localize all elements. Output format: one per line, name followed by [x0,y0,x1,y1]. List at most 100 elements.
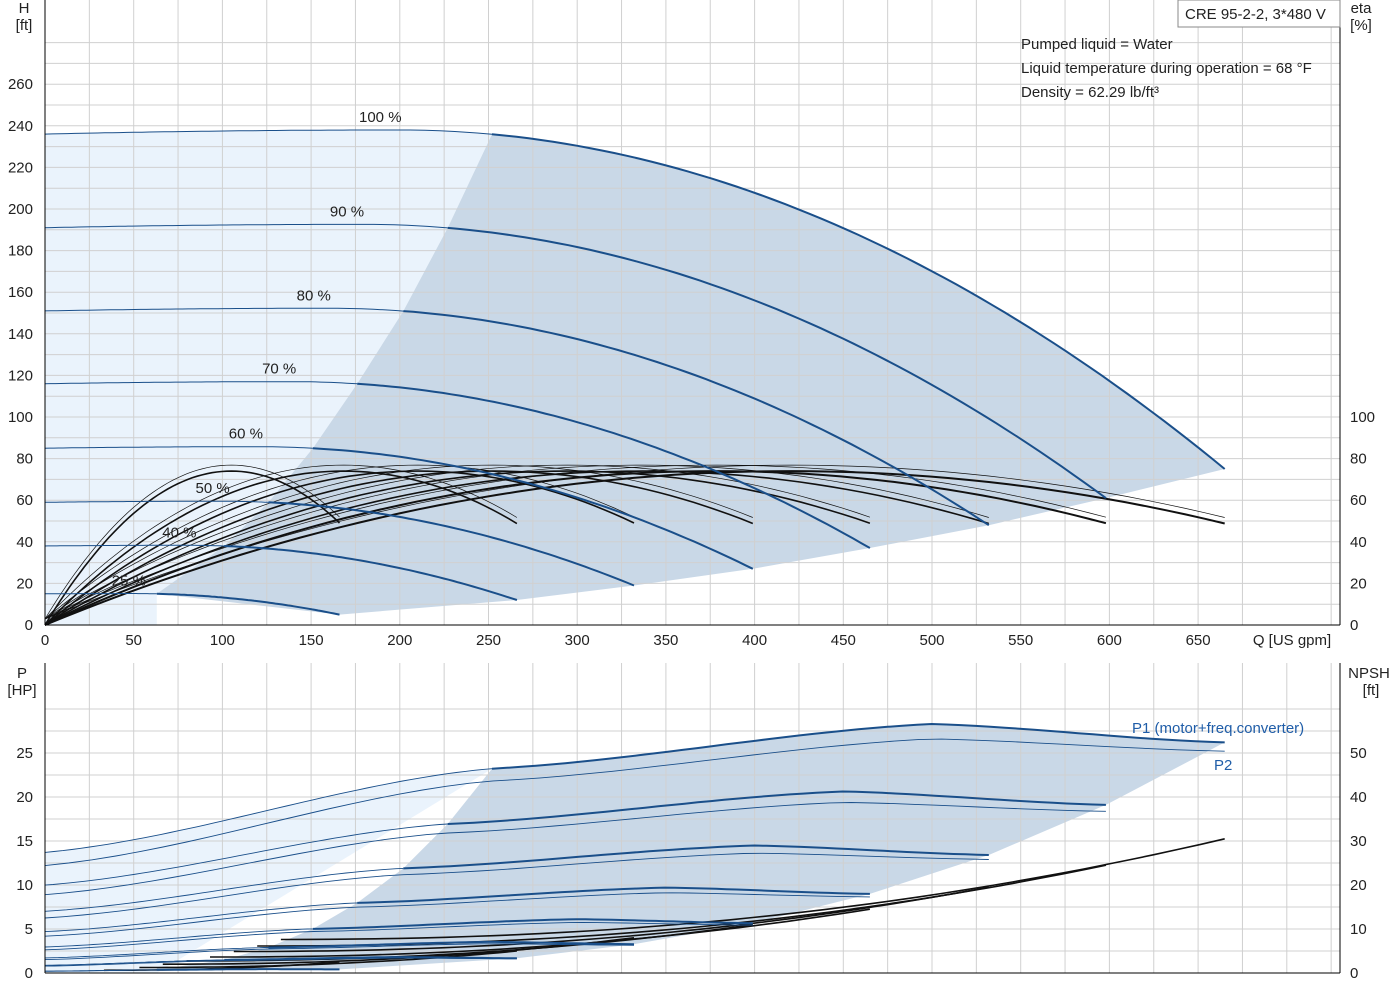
speed-label: 25 % [112,573,146,590]
efficiency-curve-thin [44,464,518,620]
head-curve [447,226,1107,499]
head-curve-thin [44,381,358,385]
flow-tick-label: 250 [476,632,501,649]
eta-tick-label: 60 [1350,492,1367,509]
p1-curve [268,940,635,949]
info-line-2: Liquid temperature during operation = 68… [1021,60,1312,77]
head-curve [268,501,635,587]
efficiency-curve [44,470,754,626]
head-tick-label: 100 [8,409,33,426]
efficiency-curve [44,470,1225,626]
npsh-tick-label: 20 [1350,877,1367,894]
head-curve [403,310,990,527]
flow-tick-label: 600 [1097,632,1122,649]
head-curve-thin [44,129,493,135]
npsh-tick-label: 40 [1350,789,1367,806]
p1-curve [357,886,870,904]
flow-tick-label: 50 [125,632,142,649]
speed-label: 40 % [162,524,196,541]
head-tick-label: 60 [16,492,33,509]
head-curve [357,382,871,549]
p1-curve-thin [44,867,404,912]
efficiency-curve [44,470,518,626]
power-tick-label: 20 [16,789,33,806]
p1-series-label: P1 (motor+freq.converter) [1132,720,1304,737]
head-curve-thin [44,446,313,449]
p2-curve [44,852,989,919]
head-axis-label-top: H [19,0,30,17]
npsh-axis-label-top: NPSH [1348,665,1390,682]
head-curve [156,592,340,616]
power-axis-label-top: P [17,665,27,682]
p2-curve [44,943,635,961]
head-tick-label: 40 [16,534,33,551]
p1-curve [403,844,989,870]
head-tick-label: 80 [16,451,33,468]
power-axis-label-unit: [HP] [7,682,36,699]
p1-curve-thin [44,768,493,853]
power-tick-label: 15 [16,833,33,850]
power-tick-label: 0 [25,965,33,982]
head-curves: 100 % 90 % 80 % 70 % 60 % 50 % 40 % 25 % [44,109,1226,626]
power-tick-label: 5 [25,921,33,938]
flow-tick-label: 500 [919,632,944,649]
p2-curve [44,738,1225,867]
npsh-curve [280,838,1225,941]
npsh-tick-label: 50 [1350,745,1367,762]
npsh-curve [210,908,871,958]
speed-label: 80 % [297,287,331,304]
head-tick-label: 200 [8,201,33,218]
head-curve [491,133,1226,470]
efficiency-curve [44,470,871,626]
flow-tick-label: 400 [742,632,767,649]
p1-curve [156,968,340,971]
power-dark-region [156,724,1225,970]
head-curve [224,545,518,601]
efficiency-curve [44,470,341,626]
p1-curve [224,956,517,961]
speed-label: 90 % [330,203,364,220]
npsh-tick-label: 10 [1350,921,1367,938]
flow-tick-label: 200 [387,632,412,649]
p2-curve [44,892,870,937]
head-tick-label: 140 [8,326,33,343]
head-tick-label: 0 [25,617,33,634]
speed-label: 60 % [229,426,263,443]
npsh-tick-label: 30 [1350,833,1367,850]
p1-curve [312,918,753,930]
eta-axis-label-top: eta [1351,0,1373,17]
npsh-curve [139,950,517,969]
efficiency-curve [44,470,635,626]
p1-curve [447,790,1106,825]
head-axis-label-unit: [ft] [16,17,33,34]
p2-curve [44,802,1106,896]
speed-label: 100 % [359,109,402,126]
head-axes: 0 20 40 60 80 100 120 140 160 180 200 220 240 260 0 20 4… [8,0,1375,649]
model-title-box [1177,0,1341,28]
npsh-tick-label: 0 [1350,965,1358,982]
model-title: CRE 95-2-2, 3*480 V [1185,6,1326,23]
flow-tick-label: 100 [210,632,235,649]
head-tick-label: 160 [8,284,33,301]
power-tick-label: 25 [16,745,33,762]
p1-curve-thin [45,969,157,972]
p1-curve-thin [44,928,313,948]
flow-tick-label: 350 [653,632,678,649]
head-curve-thin [44,500,269,503]
speed-label: 70 % [262,361,296,378]
eta-tick-label: 0 [1350,617,1358,634]
p1-curve-thin [44,902,358,933]
head-curve [312,447,754,570]
flow-tick-label: 550 [1008,632,1033,649]
flow-tick-label: 450 [831,632,856,649]
head-curve-thin [44,307,404,312]
head-tick-label: 20 [16,575,33,592]
head-curve-thin [44,223,448,229]
p1-curve-thin [44,947,269,959]
p2-series-label: P2 [1214,757,1232,774]
head-tick-label: 260 [8,76,33,93]
speed-label: 50 % [196,480,230,497]
head-tick-label: 220 [8,159,33,176]
info-line-1: Pumped liquid = Water [1021,36,1173,53]
